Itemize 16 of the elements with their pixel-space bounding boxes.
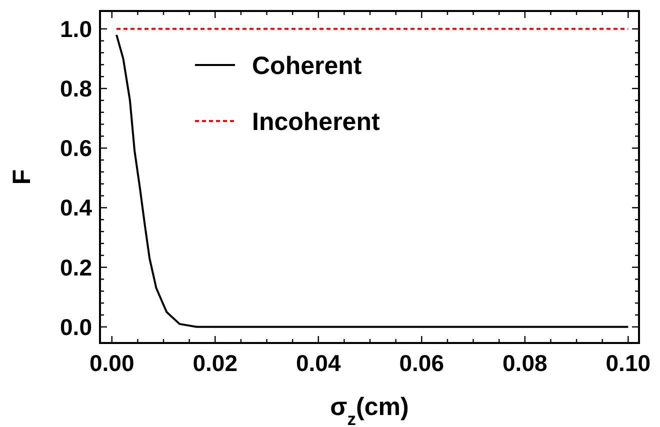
x-axis-title: σ$_{z}$(cm): [330, 393, 409, 427]
legend-label: Coherent: [252, 52, 362, 80]
y-tick-label: 0.6: [60, 135, 92, 162]
x-tick-label: 0.04: [296, 350, 341, 376]
y-tick-label: 0.8: [60, 76, 92, 102]
x-tick-label: 0.08: [502, 350, 548, 376]
y-axis-title: F: [8, 169, 36, 185]
x-tick-label: 0.06: [399, 350, 444, 376]
x-tick-label: 0.00: [89, 350, 134, 376]
y-tick-label: 1.0: [60, 16, 92, 42]
legend-label: Incoherent: [252, 108, 380, 136]
x-tick-label: 0.10: [606, 350, 651, 376]
y-tick-label: 0.4: [60, 194, 92, 221]
x-tick-label: 0.02: [192, 350, 238, 376]
y-tick-label: 0.0: [60, 314, 92, 340]
y-tick-label: 0.2: [60, 254, 92, 280]
